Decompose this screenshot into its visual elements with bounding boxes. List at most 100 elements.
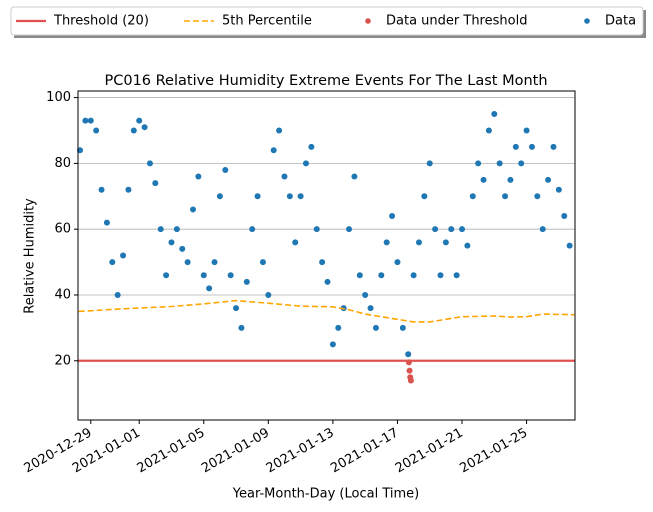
data-point bbox=[216, 193, 223, 200]
data-point bbox=[555, 186, 562, 193]
data-point bbox=[206, 285, 213, 292]
data-point bbox=[561, 213, 568, 220]
y-axis-label: Relative Humidity bbox=[23, 198, 38, 314]
data-point bbox=[281, 173, 288, 180]
data-point bbox=[453, 272, 460, 279]
data-point bbox=[190, 206, 197, 213]
data-point bbox=[475, 160, 482, 167]
legend-label: Data bbox=[605, 14, 636, 29]
data-point bbox=[297, 193, 304, 200]
x-tick-label: 2021-01-21 bbox=[393, 426, 466, 477]
y-tick-label: 60 bbox=[54, 222, 71, 237]
data-point bbox=[93, 127, 100, 134]
data-point bbox=[98, 186, 105, 193]
data-point bbox=[292, 239, 299, 246]
data-point bbox=[200, 272, 207, 279]
data-point bbox=[243, 278, 250, 285]
data-point bbox=[265, 291, 272, 298]
x-tick-label: 2021-01-25 bbox=[457, 426, 530, 477]
data-point bbox=[405, 359, 412, 366]
data-point bbox=[523, 127, 530, 134]
data-point bbox=[512, 143, 519, 150]
data-point bbox=[184, 259, 191, 266]
data-point bbox=[233, 305, 240, 312]
data-point bbox=[179, 245, 186, 252]
data-point bbox=[485, 127, 492, 134]
data-point bbox=[157, 226, 164, 233]
data-point bbox=[141, 124, 148, 131]
data-point bbox=[346, 226, 353, 233]
data-point bbox=[308, 143, 315, 150]
data-point bbox=[378, 272, 385, 279]
data-point bbox=[222, 166, 229, 173]
data-point bbox=[276, 127, 283, 134]
data-point bbox=[399, 324, 406, 331]
data-point bbox=[319, 259, 326, 266]
data-point bbox=[550, 143, 557, 150]
data-point bbox=[389, 213, 396, 220]
data-point bbox=[211, 259, 218, 266]
data-point bbox=[103, 219, 110, 226]
data-point bbox=[539, 226, 546, 233]
data-point bbox=[335, 324, 342, 331]
data-point bbox=[372, 324, 379, 331]
data-point bbox=[302, 160, 309, 167]
data-point bbox=[469, 193, 476, 200]
legend-box bbox=[10, 6, 644, 36]
data-point bbox=[496, 160, 503, 167]
data-point bbox=[120, 252, 127, 259]
data-point bbox=[259, 259, 266, 266]
data-point bbox=[464, 242, 471, 249]
data-point bbox=[534, 193, 541, 200]
data-point bbox=[238, 324, 245, 331]
y-tick-label: 40 bbox=[54, 287, 71, 302]
x-tick-label: 2021-01-13 bbox=[264, 426, 337, 477]
data-point bbox=[528, 143, 535, 150]
legend-label: Threshold (20) bbox=[53, 14, 149, 29]
x-tick-label: 2021-01-09 bbox=[199, 426, 272, 477]
data-point bbox=[432, 226, 439, 233]
legend-label: 5th Percentile bbox=[222, 14, 312, 29]
data-point bbox=[82, 117, 89, 124]
legend-marker bbox=[584, 18, 590, 24]
data-point bbox=[125, 186, 132, 193]
data-point bbox=[405, 351, 412, 358]
data-point bbox=[507, 176, 514, 183]
data-point bbox=[426, 160, 433, 167]
data-point bbox=[109, 259, 116, 266]
data-point bbox=[442, 239, 449, 246]
data-point bbox=[254, 193, 261, 200]
plot-frame bbox=[77, 90, 576, 421]
x-tick-label: 2021-01-05 bbox=[135, 426, 208, 477]
data-point bbox=[410, 272, 417, 279]
data-point bbox=[459, 226, 466, 233]
data-point bbox=[356, 272, 363, 279]
data-point bbox=[324, 278, 331, 285]
y-tick-label: 80 bbox=[54, 156, 71, 171]
data-point bbox=[545, 176, 552, 183]
data-point bbox=[249, 226, 256, 233]
data-point bbox=[329, 341, 336, 348]
data-point bbox=[87, 117, 94, 124]
y-tick-label: 100 bbox=[46, 90, 71, 105]
data-point bbox=[367, 305, 374, 312]
y-tick-label: 20 bbox=[54, 353, 71, 368]
legend-marker bbox=[365, 18, 371, 24]
data-point bbox=[407, 377, 414, 384]
data-point bbox=[227, 272, 234, 279]
data-point bbox=[163, 272, 170, 279]
data-point bbox=[415, 239, 422, 246]
data-point bbox=[152, 180, 159, 187]
data-point bbox=[480, 176, 487, 183]
data-point bbox=[383, 239, 390, 246]
data-point bbox=[114, 291, 121, 298]
data-point bbox=[437, 272, 444, 279]
data-point bbox=[146, 160, 153, 167]
data-point bbox=[448, 226, 455, 233]
data-point bbox=[518, 160, 525, 167]
data-point bbox=[77, 147, 84, 154]
chart-title: PC016 Relative Humidity Extreme Events F… bbox=[104, 73, 547, 89]
data-point bbox=[168, 239, 175, 246]
data-point bbox=[136, 117, 143, 124]
